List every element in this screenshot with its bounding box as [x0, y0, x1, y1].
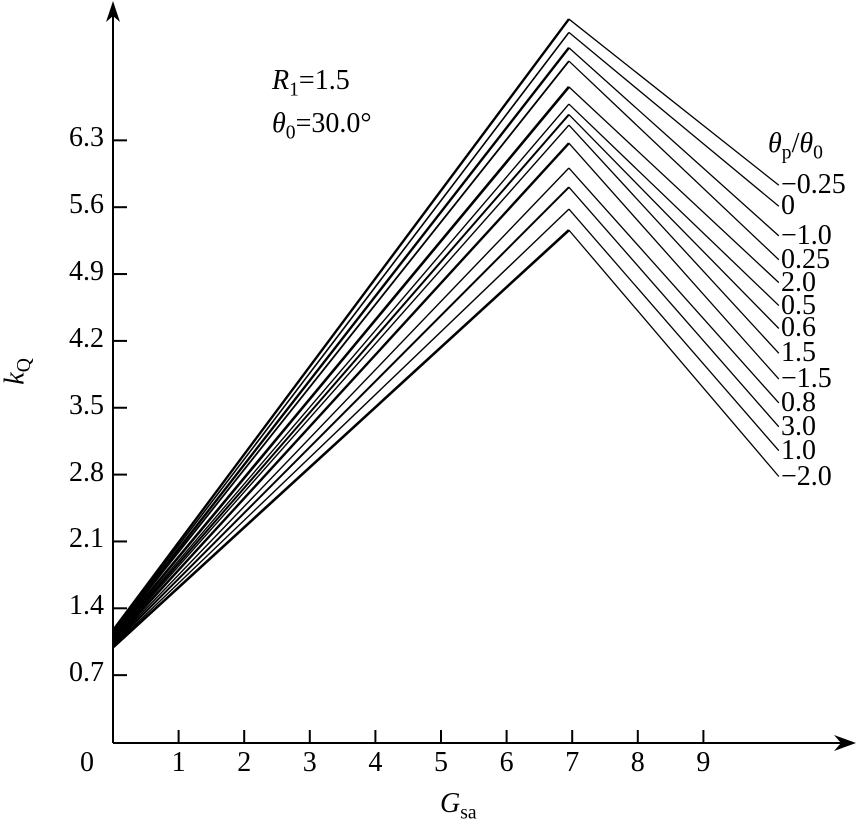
- x-tick-label: 6: [499, 747, 514, 778]
- series-line-fall: [568, 208, 780, 452]
- series-line-fall: [568, 60, 780, 261]
- legend-item-label: 1.0: [781, 434, 816, 466]
- series-line-rise: [112, 103, 570, 638]
- y-axis-title: kQ: [0, 358, 35, 385]
- x-tick-label: 1: [171, 747, 186, 778]
- legend-item-label: −1.0: [781, 219, 832, 251]
- y-tick-label: 4.9: [69, 256, 104, 288]
- series-line-rise: [112, 142, 570, 643]
- series-line-fall: [568, 186, 780, 428]
- series-line-fall: [568, 86, 780, 284]
- legend-item-label: 0.5: [781, 289, 816, 321]
- series-line-rise: [112, 113, 570, 640]
- series-line-fall: [568, 47, 780, 237]
- series-line-rise: [112, 46, 570, 634]
- y-axis-arrow-icon: [106, 1, 120, 22]
- x-axis-arrow-icon: [834, 735, 856, 751]
- series-line-fall: [568, 229, 780, 477]
- legend-title: θp/θ0: [768, 128, 823, 164]
- x-tick-label: 2: [237, 747, 252, 778]
- series-line-rise: [112, 186, 570, 646]
- x-tick-label: 7: [565, 747, 580, 778]
- series-line-fall: [568, 31, 780, 207]
- series-line-rise: [112, 124, 570, 641]
- x-tick-label: 4: [368, 747, 383, 778]
- x-tick-label: 3: [302, 747, 317, 778]
- annotation-line: θ0=30.0°: [272, 108, 372, 144]
- legend-item-label: 2.0: [781, 266, 816, 298]
- legend-item-label: −1.5: [781, 363, 832, 395]
- legend-item-label: 0: [781, 190, 795, 222]
- y-tick-label: 4.2: [69, 322, 104, 354]
- series-line-rise: [111, 86, 570, 637]
- series-line-rise: [112, 229, 570, 649]
- legend-item-label: 0.6: [781, 312, 816, 344]
- y-tick-label: 6.3: [69, 122, 104, 154]
- legend-item-label: 0.25: [781, 243, 830, 275]
- series-line-fall: [568, 142, 780, 380]
- series-line-rise: [112, 167, 570, 644]
- y-tick-label: 0.7: [69, 657, 104, 689]
- series-line-rise: [112, 18, 570, 631]
- legend-item-label: −0.25: [781, 169, 846, 201]
- y-tick-label: 5.6: [69, 189, 104, 221]
- series-line-rise: [112, 60, 570, 636]
- legend-item-label: 3.0: [781, 410, 816, 442]
- series-line-rise: [112, 208, 570, 647]
- legend-item-label: −2.0: [781, 460, 832, 492]
- series-line-fall: [568, 124, 780, 354]
- x-axis-title: Gsa: [440, 788, 477, 824]
- series-line-rise: [112, 31, 570, 633]
- y-tick-label: 2.1: [69, 523, 104, 555]
- series-line-fall: [568, 18, 780, 186]
- series-line-fall: [568, 103, 780, 307]
- y-tick-label: 1.4: [69, 590, 104, 622]
- series-line-fall: [568, 114, 780, 329]
- annotation-line: R1=1.5: [272, 65, 350, 101]
- legend-item-label: 0.8: [781, 386, 816, 418]
- series-line-fall: [568, 167, 780, 404]
- x-tick-label: 5: [434, 747, 448, 778]
- x-tick-label: 8: [630, 747, 645, 778]
- origin-label: 0: [80, 747, 94, 778]
- y-tick-label: 2.8: [69, 456, 104, 488]
- y-tick-label: 3.5: [69, 389, 104, 421]
- x-tick-label: 9: [696, 747, 711, 778]
- legend-item-label: 1.5: [781, 337, 816, 369]
- annotation: R1=1.5 θ0=30.0°: [272, 64, 372, 151]
